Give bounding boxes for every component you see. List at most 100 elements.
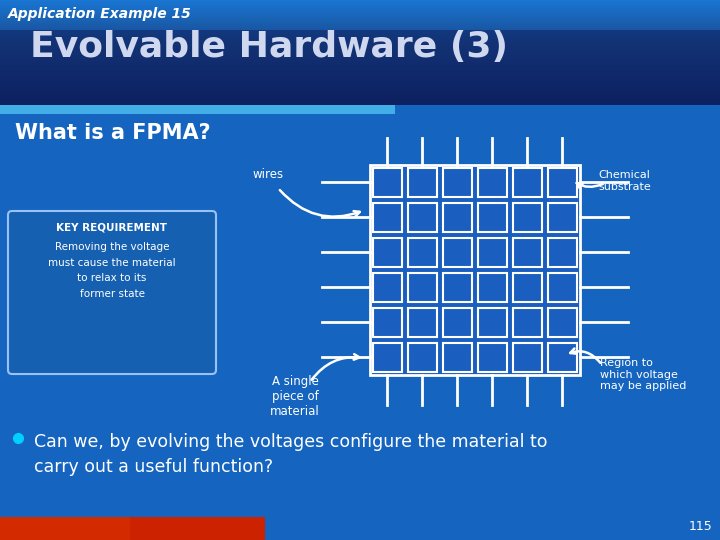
Bar	[0, 11, 720, 12]
Bar	[0, 102, 720, 103]
Bar	[0, 30, 720, 31]
Bar	[0, 24, 720, 25]
Bar	[0, 51, 720, 52]
Bar	[0, 42, 720, 43]
Bar	[0, 22, 720, 23]
Bar	[0, 92, 720, 93]
Bar	[0, 64, 720, 65]
Bar	[0, 28, 720, 29]
Bar	[0, 31, 720, 32]
Text: Removing the voltage
must cause the material
to relax to its
former state: Removing the voltage must cause the mate…	[48, 242, 176, 299]
Bar	[0, 78, 720, 79]
Bar	[443, 343, 472, 372]
Bar	[0, 66, 720, 67]
Text: Region to
which voltage
may be applied: Region to which voltage may be applied	[600, 358, 686, 391]
Bar	[0, 87, 720, 88]
Bar	[0, 80, 720, 81]
Bar	[0, 89, 720, 90]
Text: wires: wires	[253, 168, 284, 181]
Bar	[0, 12, 720, 13]
Bar	[0, 79, 720, 80]
Bar	[0, 85, 720, 86]
Text: What is a FPMA?: What is a FPMA?	[15, 123, 211, 143]
Bar	[0, 70, 720, 71]
Bar	[0, 105, 720, 540]
Text: Can we, by evolving the voltages configure the material to
carry out a useful fu: Can we, by evolving the voltages configu…	[34, 433, 547, 476]
Bar	[0, 100, 720, 101]
Text: KEY REQUIREMENT: KEY REQUIREMENT	[56, 222, 168, 232]
Bar	[0, 1, 720, 2]
Bar	[0, 71, 720, 72]
Bar	[0, 43, 720, 44]
Bar	[0, 45, 720, 46]
Bar	[0, 57, 720, 58]
Bar	[0, 55, 720, 56]
Bar	[478, 168, 507, 197]
Bar	[0, 37, 720, 38]
Bar	[373, 168, 402, 197]
Bar	[0, 27, 720, 28]
Bar	[513, 168, 542, 197]
Bar	[0, 83, 720, 84]
Bar	[0, 72, 720, 73]
Bar	[0, 90, 720, 91]
Bar	[0, 95, 720, 96]
Text: Chemical
substrate: Chemical substrate	[598, 170, 651, 192]
Bar	[0, 41, 720, 42]
Bar	[0, 94, 720, 95]
Bar	[408, 273, 437, 302]
Bar	[0, 75, 720, 76]
Bar	[370, 165, 580, 375]
Bar	[0, 81, 720, 82]
Bar	[0, 53, 720, 54]
Bar	[0, 44, 720, 45]
Bar	[0, 21, 720, 22]
Bar	[0, 88, 720, 89]
Bar	[0, 5, 720, 6]
Bar	[0, 25, 720, 26]
Bar	[0, 0, 720, 1]
Bar	[0, 32, 720, 33]
Bar	[0, 69, 720, 70]
Bar	[0, 20, 720, 21]
Bar	[373, 273, 402, 302]
Bar	[0, 48, 720, 49]
Bar	[443, 308, 472, 337]
Bar	[478, 308, 507, 337]
Bar	[408, 343, 437, 372]
Bar	[0, 62, 720, 63]
Bar	[0, 93, 720, 94]
Bar	[0, 35, 720, 36]
Bar	[0, 47, 720, 48]
Bar	[0, 517, 265, 540]
Bar	[513, 238, 542, 267]
Bar	[0, 8, 720, 9]
Bar	[0, 60, 720, 61]
Bar	[408, 238, 437, 267]
Bar	[548, 238, 577, 267]
Bar	[0, 96, 720, 97]
Bar	[548, 273, 577, 302]
Bar	[0, 76, 720, 77]
Bar	[478, 343, 507, 372]
Bar	[443, 203, 472, 232]
Bar	[478, 238, 507, 267]
Bar	[0, 65, 720, 66]
Bar	[443, 273, 472, 302]
Bar	[0, 97, 720, 98]
Bar	[0, 84, 720, 85]
Text: 115: 115	[688, 520, 712, 533]
Bar	[373, 343, 402, 372]
Bar	[0, 59, 720, 60]
Bar	[0, 58, 720, 59]
Bar	[0, 54, 720, 55]
Bar	[0, 15, 720, 16]
Bar	[0, 7, 720, 8]
Bar	[0, 67, 720, 68]
Bar	[0, 30, 720, 105]
Bar	[0, 77, 720, 78]
Bar	[0, 103, 720, 104]
Bar	[0, 91, 720, 92]
Bar	[0, 105, 395, 114]
Bar	[408, 203, 437, 232]
